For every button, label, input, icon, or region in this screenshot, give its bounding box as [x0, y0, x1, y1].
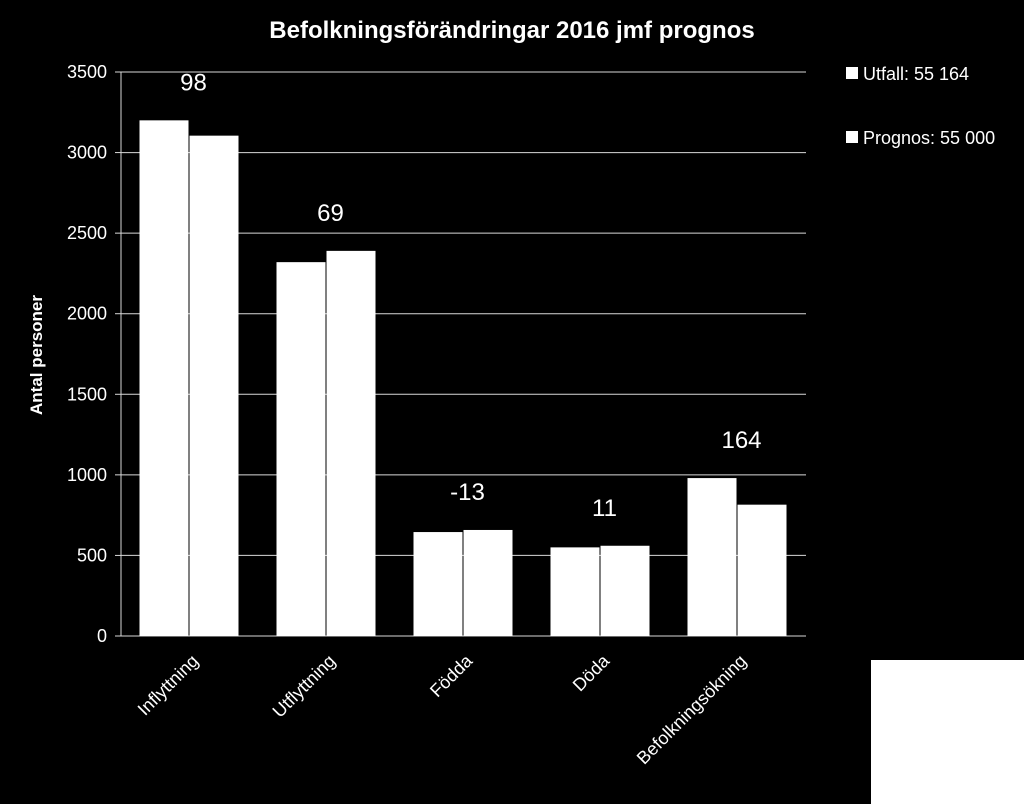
y-tick-label: 0	[97, 626, 107, 646]
y-tick-label: 1500	[67, 384, 107, 404]
x-category-label: Inflyttning	[134, 651, 203, 720]
y-tick-label: 3000	[67, 143, 107, 163]
bar-prognos	[600, 545, 650, 636]
chart-title: Befolkningsförändringar 2016 jmf prognos	[269, 17, 754, 44]
bar-utfall	[139, 120, 189, 637]
bar-utfall	[687, 478, 737, 636]
white-corner-box	[871, 660, 1024, 804]
y-axis-ticks: 0 500 1000 1500 2000 2500 3000 3500	[67, 62, 107, 646]
y-axis-label: Antal personer	[27, 295, 46, 415]
bar-prognos	[189, 135, 239, 636]
difference-labels: 98 69 -13 11 164	[180, 69, 761, 521]
difference-label: 11	[592, 495, 617, 522]
bars	[139, 120, 787, 637]
legend-label: Utfall: 55 164	[863, 64, 969, 84]
x-axis-categories: Inflyttning Utflyttning Födda Döda Befolknin…	[134, 650, 751, 768]
difference-label: -13	[450, 479, 485, 506]
difference-label: 164	[721, 427, 761, 454]
x-category-label: Födda	[426, 650, 477, 701]
bar-utfall	[413, 532, 463, 636]
y-tick-label: 2500	[67, 223, 107, 243]
y-tick-label: 1000	[67, 465, 107, 485]
legend: Utfall: 55 164 Prognos: 55 000	[846, 64, 995, 148]
bar-prognos	[326, 250, 376, 636]
x-category-label: Döda	[569, 650, 614, 695]
difference-label: 69	[317, 200, 344, 227]
bar-prognos	[463, 529, 513, 636]
bar-utfall	[550, 547, 600, 636]
x-category-label: Utflyttning	[269, 651, 340, 722]
x-category-label: Befolkningsökning	[633, 651, 750, 768]
legend-label: Prognos: 55 000	[863, 128, 995, 148]
bar-utfall	[276, 262, 326, 636]
difference-label: 98	[180, 69, 207, 96]
y-tick-label: 3500	[67, 62, 107, 82]
y-tick-label: 2000	[67, 304, 107, 324]
legend-swatch	[846, 67, 858, 79]
bar-prognos	[737, 504, 787, 636]
y-tick-label: 500	[77, 545, 107, 565]
legend-swatch	[846, 131, 858, 143]
